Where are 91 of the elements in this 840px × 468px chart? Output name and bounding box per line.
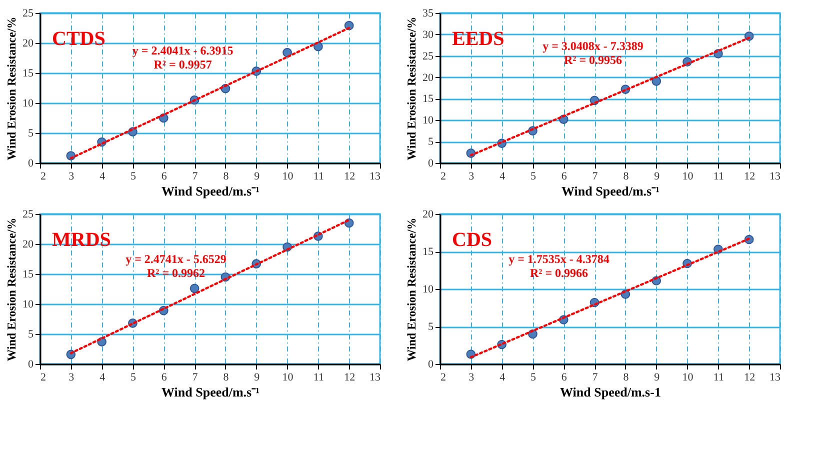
y-axis-title: Wind Erosion Resistance/% xyxy=(4,16,18,160)
x-tick-label: 13 xyxy=(370,372,381,384)
x-tick-label: 7 xyxy=(592,372,598,384)
x-tick-label: 7 xyxy=(192,372,198,384)
annotation: R² = 0.9957 xyxy=(154,58,212,72)
annotation: y = 3.0408x - 7.3389 xyxy=(542,39,644,53)
x-tick-label: 3 xyxy=(68,372,75,384)
annotation: y = 2.4741x - 5.6529 xyxy=(126,252,226,266)
y-tick-label: 5 xyxy=(28,128,34,140)
y-tick-label: 25 xyxy=(422,50,434,62)
text: EEDS xyxy=(452,28,504,50)
y-axis-title: Wind Erosion Resistance/% xyxy=(4,218,18,362)
x-tick-label: 9 xyxy=(654,170,660,182)
x-tick-label: 8 xyxy=(223,170,230,182)
x-tick-label: 8 xyxy=(623,170,630,182)
text: CDS xyxy=(452,229,492,251)
x-tick-label: 2 xyxy=(40,372,46,384)
y-tick-label: 5 xyxy=(428,321,434,333)
y-tick-label: 10 xyxy=(422,114,434,127)
x-tick-label: 2 xyxy=(40,170,46,182)
y-tick-label: 20 xyxy=(22,238,34,250)
y-tick-label: 10 xyxy=(22,98,34,110)
x-tick-label: 5 xyxy=(530,170,536,182)
x-tick-label: 9 xyxy=(254,372,260,384)
x-tick-label: 2 xyxy=(440,170,446,182)
y-tick-label: 25 xyxy=(22,208,34,220)
x-axis-title: Wind Speed/m.s-1 xyxy=(560,384,661,400)
y-tick-label: 35 xyxy=(422,8,434,20)
x-tick-label: 13 xyxy=(770,170,781,182)
y-tick-label: 15 xyxy=(422,93,434,106)
y-tick-label: 20 xyxy=(422,208,434,220)
x-tick-label: 5 xyxy=(130,170,136,182)
x-tick-label: 13 xyxy=(370,170,381,182)
x-tick-label: 12 xyxy=(344,170,356,182)
y-tick-label: 15 xyxy=(22,268,34,280)
x-tick-label: 4 xyxy=(500,372,506,384)
y-tick-label: 5 xyxy=(28,328,34,340)
x-tick-label: 3 xyxy=(468,170,475,182)
y-tick-label: 0 xyxy=(428,158,434,170)
point xyxy=(190,284,200,294)
y-tick-label: 10 xyxy=(22,298,34,310)
x-tick-label: 8 xyxy=(223,372,230,384)
y-tick-label: 15 xyxy=(422,246,434,258)
x-tick-label: 2 xyxy=(440,372,446,384)
x-tick-label: 12 xyxy=(744,170,756,182)
y-tick-label: 20 xyxy=(22,38,34,50)
x-tick-label: 11 xyxy=(313,372,324,384)
x-tick-label: 6 xyxy=(161,170,168,182)
y-tick-label: 15 xyxy=(22,68,34,80)
x-tick-label: 12 xyxy=(344,372,356,384)
x-tick-label: 6 xyxy=(161,372,168,384)
y-axis-title: Wind Erosion Resistance/% xyxy=(404,16,418,160)
y-axis-title: Wind Erosion Resistance/% xyxy=(404,218,418,362)
annotation: y = 1.7535x - 4.3784 xyxy=(508,252,610,266)
x-tick-label: 5 xyxy=(530,372,536,384)
x-tick-label: 5 xyxy=(130,372,136,384)
x-tick-label: 7 xyxy=(592,170,598,182)
x-tick-label: 11 xyxy=(713,372,724,384)
x-tick-label: 6 xyxy=(561,170,568,182)
y-tick-label: 0 xyxy=(28,158,34,170)
y-tick-label: 30 xyxy=(422,28,434,41)
x-tick-label: 13 xyxy=(770,372,781,384)
x-axis-title: Wind Speed/m.s⁻¹ xyxy=(562,184,660,198)
annotation: R² = 0.9966 xyxy=(530,266,588,280)
x-tick-label: 10 xyxy=(682,372,694,384)
x-tick-label: 4 xyxy=(100,170,106,182)
x-tick-label: 10 xyxy=(282,372,294,384)
x-tick-label: 6 xyxy=(561,372,568,384)
y-tick-label: 25 xyxy=(22,8,34,20)
x-tick-label: 4 xyxy=(100,372,106,384)
x-tick-label: 10 xyxy=(682,170,694,182)
x-tick-label: 3 xyxy=(468,372,475,384)
y-tick-label: 0 xyxy=(28,358,34,370)
x-tick-label: 3 xyxy=(68,170,75,182)
x-tick-label: 4 xyxy=(500,170,506,182)
y-tick-label: 0 xyxy=(428,358,434,370)
x-axis-title: Wind Speed/m.s⁻¹ xyxy=(162,184,260,198)
x-tick-label: 12 xyxy=(744,372,756,384)
annotation: R² = 0.9956 xyxy=(564,53,622,67)
x-axis-title: Wind Speed/m.s⁻¹ xyxy=(162,384,260,400)
y-tick-label: 5 xyxy=(428,136,434,148)
x-tick-label: 11 xyxy=(313,170,324,182)
x-tick-label: 7 xyxy=(192,170,198,182)
x-tick-label: 11 xyxy=(713,170,724,182)
y-tick-label: 10 xyxy=(422,284,434,296)
y-tick-label: 20 xyxy=(422,72,434,84)
x-tick-label: 10 xyxy=(282,170,294,182)
x-tick-label: 8 xyxy=(623,372,630,384)
point xyxy=(282,48,292,58)
x-tick-label: 9 xyxy=(654,372,660,384)
x-tick-label: 9 xyxy=(254,170,260,182)
